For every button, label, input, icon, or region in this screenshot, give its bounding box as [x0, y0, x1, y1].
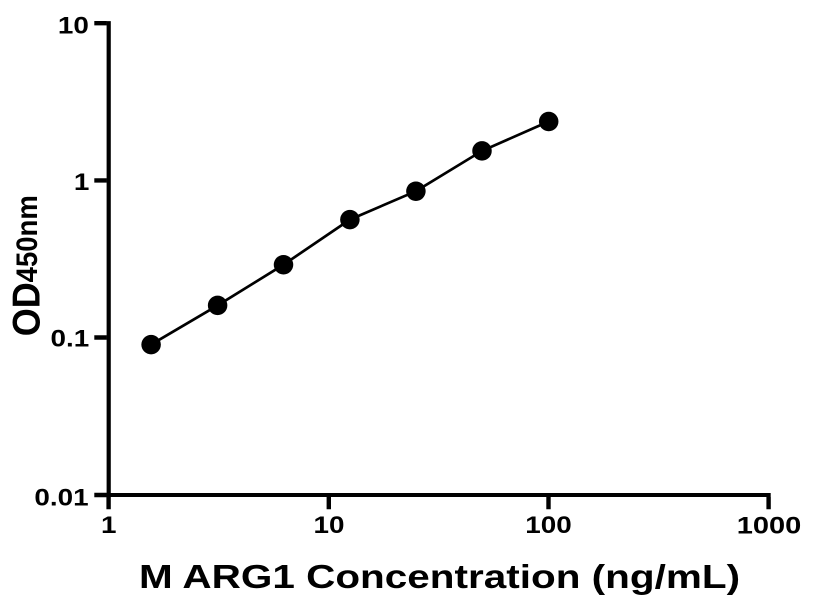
svg-text:1: 1 — [74, 168, 89, 196]
svg-text:0.01: 0.01 — [34, 483, 88, 511]
svg-text:OD450nm: OD450nm — [4, 195, 48, 336]
svg-text:M ARG1 Concentration (ng/mL): M ARG1 Concentration (ng/mL) — [139, 558, 740, 595]
svg-text:10: 10 — [314, 511, 345, 539]
svg-text:0.1: 0.1 — [51, 325, 90, 353]
svg-text:1: 1 — [101, 511, 116, 539]
svg-text:1000: 1000 — [737, 512, 802, 539]
svg-text:100: 100 — [525, 511, 571, 539]
svg-text:10: 10 — [58, 11, 89, 39]
